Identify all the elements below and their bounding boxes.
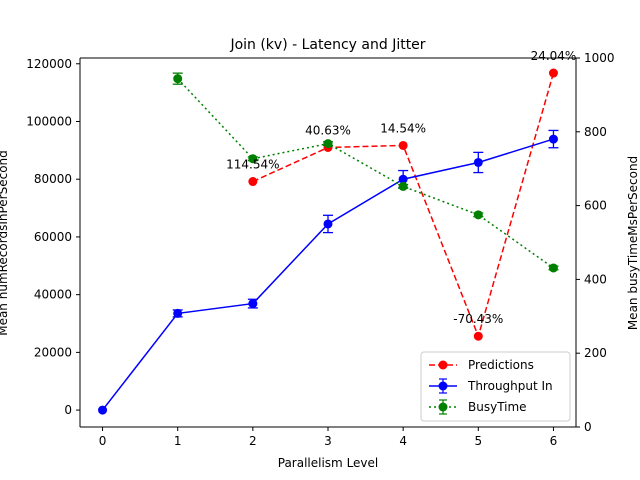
data-point [548, 68, 558, 78]
y-axis-label-left: Mean numRecordsInPerSecond [0, 150, 10, 336]
y-tick-label-right: 200 [584, 346, 607, 360]
y-tick-label-right: 1000 [584, 51, 615, 65]
data-point [323, 139, 333, 149]
y-tick-label-right: 400 [584, 272, 607, 286]
data-point [248, 299, 258, 309]
data-point [398, 174, 408, 184]
y-tick-label-right: 600 [584, 199, 607, 213]
x-tick-label: 4 [399, 434, 407, 448]
data-point [398, 140, 408, 150]
y-tick-label-left: 0 [64, 403, 72, 417]
y-tick-label-left: 80000 [34, 172, 72, 186]
data-point [473, 331, 483, 341]
legend: Predictions Throughput In BusyTime [420, 351, 571, 422]
y-tick-label-left: 40000 [34, 288, 72, 302]
data-point [548, 263, 558, 273]
annotation: -70.43% [453, 312, 503, 326]
legend-marker [438, 381, 448, 391]
legend-label: Throughput In [467, 379, 553, 393]
data-point [173, 74, 183, 84]
legend-label: Predictions [468, 358, 534, 372]
y-tick-label-left: 100000 [26, 114, 72, 128]
data-point [548, 134, 558, 144]
legend-marker [438, 360, 448, 370]
y-tick-label-right: 0 [584, 420, 592, 434]
annotation: 40.63% [305, 123, 351, 137]
y-axis-label-right: Mean busyTimeMsPerSecond [626, 156, 640, 330]
series-line-2 [177, 78, 554, 269]
y-tick-label-left: 20000 [34, 345, 72, 359]
data-point [398, 181, 408, 191]
data-point [248, 154, 258, 164]
annotation: 24.04% [531, 49, 577, 63]
data-point [473, 157, 483, 167]
x-tick-label: 3 [324, 434, 332, 448]
legend-label: BusyTime [468, 400, 527, 414]
x-tick-label: 5 [474, 434, 482, 448]
annotation: 114.54% [226, 158, 279, 172]
data-point [323, 219, 333, 229]
y-tick-label-right: 800 [584, 125, 607, 139]
x-axis-label: Parallelism Level [278, 456, 379, 470]
x-tick-label: 6 [550, 434, 558, 448]
data-point [248, 177, 258, 187]
y-tick-label-left: 60000 [34, 230, 72, 244]
x-tick-label: 1 [174, 434, 182, 448]
annotation: 14.54% [380, 121, 426, 135]
chart-title: Join (kv) - Latency and Jitter [229, 37, 425, 53]
legend-box [420, 351, 571, 422]
data-point [473, 210, 483, 220]
y-tick-label-left: 120000 [26, 57, 72, 71]
data-point [173, 308, 183, 318]
plot-area: 0 1 2 3 4 5 6 0 20000 40000 60000 80000 100000 120000… [26, 49, 614, 448]
x-tick-label: 0 [99, 434, 107, 448]
legend-marker [438, 402, 448, 412]
x-tick-label: 2 [249, 434, 257, 448]
data-point [98, 405, 108, 415]
